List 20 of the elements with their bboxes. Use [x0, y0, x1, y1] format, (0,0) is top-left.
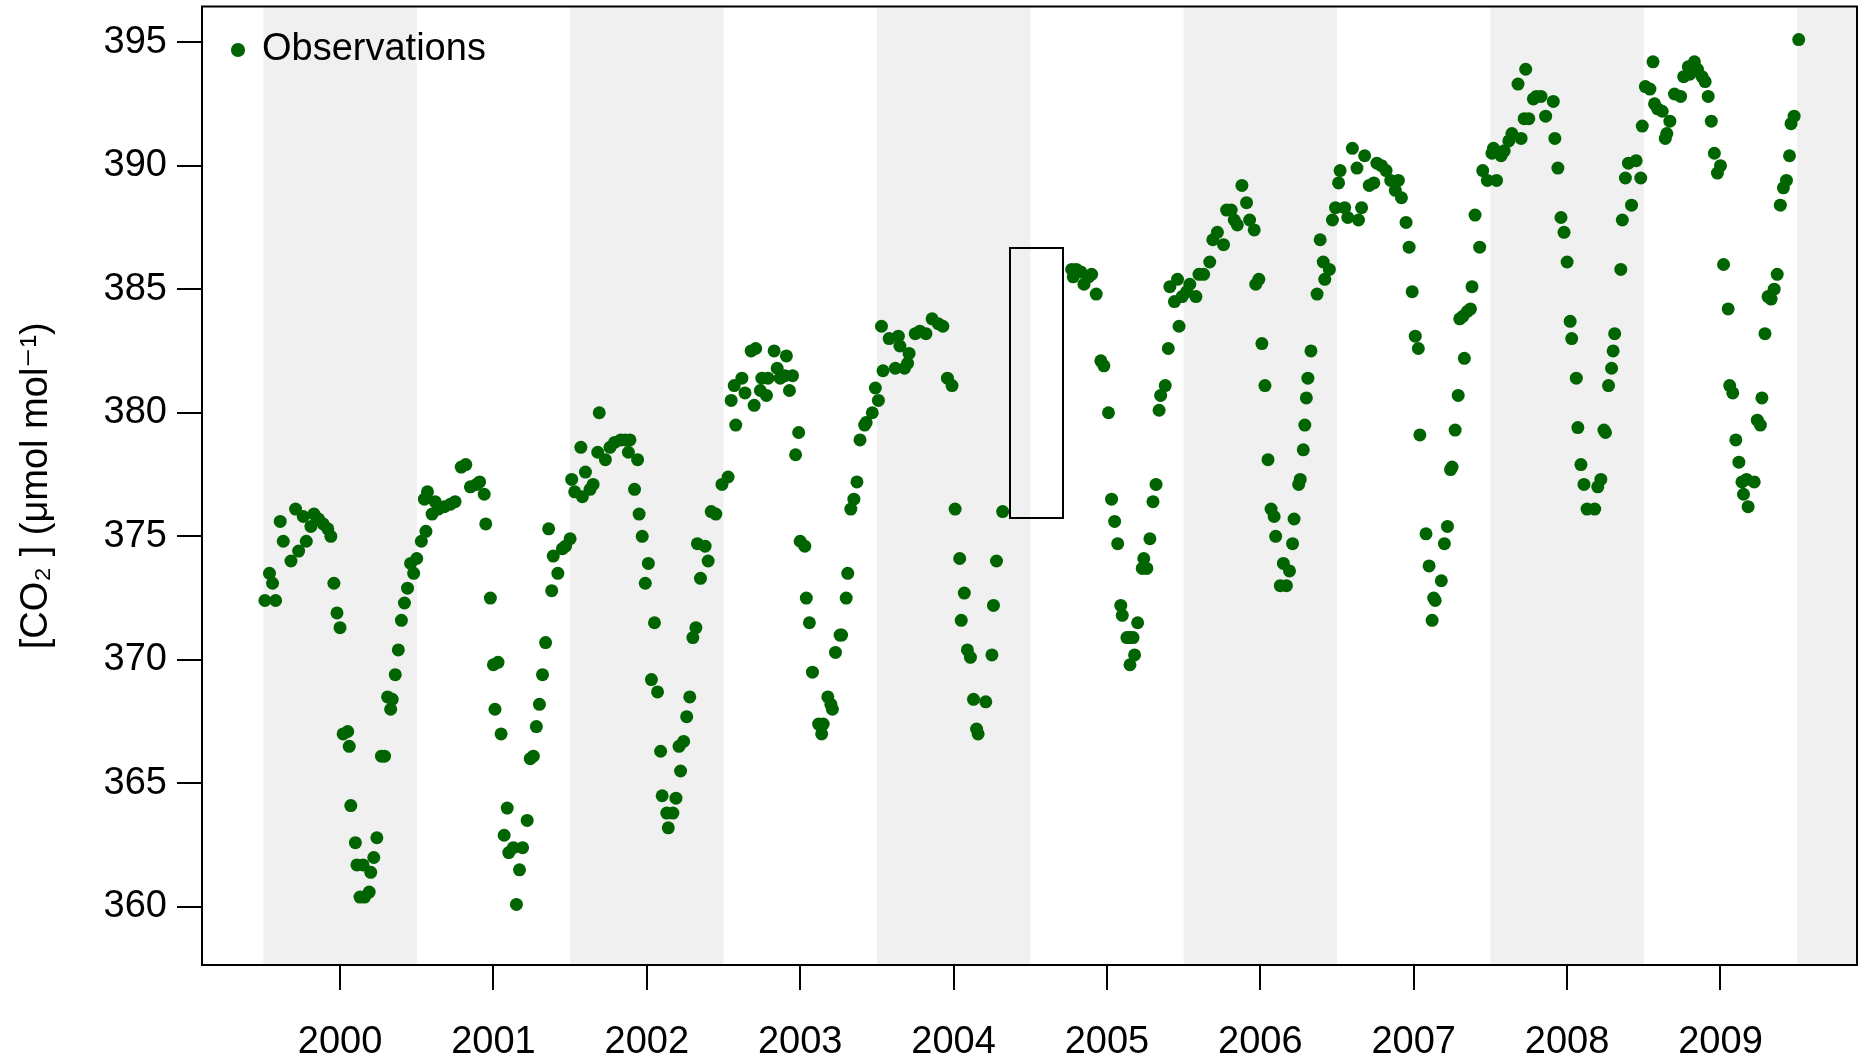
y-axis-title: [CO₂ ] (μmol mol⁻¹) [13, 322, 56, 650]
x-tick-label: 2008 [1524, 1019, 1610, 1061]
x-tick-label: 2000 [297, 1019, 383, 1061]
y-tick-label: 380 [103, 389, 167, 432]
y-tick-label: 390 [103, 142, 167, 185]
x-tick-label: 2005 [1064, 1019, 1150, 1061]
y-tick-label: 385 [103, 265, 167, 308]
y-tick-label: 370 [103, 636, 167, 679]
y-tick-label: 360 [103, 883, 167, 926]
x-tick-label: 2007 [1371, 1019, 1456, 1061]
x-tick-label: 2009 [1678, 1019, 1763, 1061]
y-tick-label: 375 [103, 512, 167, 555]
x-tick-label: 2004 [911, 1019, 996, 1061]
x-tick-label: 2002 [604, 1019, 690, 1061]
y-tick-label: 395 [103, 18, 167, 61]
y-tick-label: 365 [103, 759, 167, 802]
legend-label: Observations [262, 26, 486, 69]
x-tick-label: 2006 [1218, 1019, 1303, 1061]
x-tick-label: 2003 [757, 1019, 843, 1061]
x-tick-label: 2001 [451, 1019, 536, 1061]
